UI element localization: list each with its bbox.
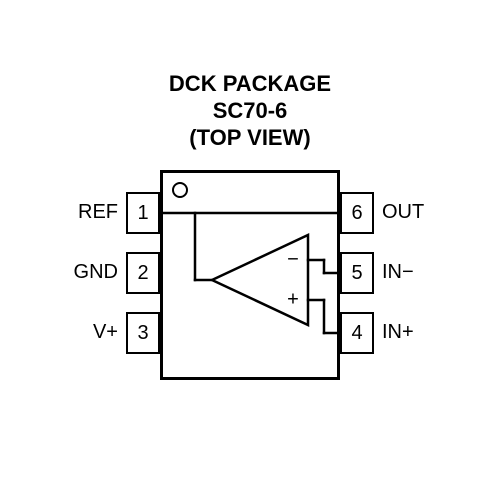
pinout-diagram: 1REF2GND3V+6OUT5IN−4IN+ −+ [0, 0, 500, 500]
svg-text:+: + [287, 288, 299, 310]
internal-schematic: −+ [0, 0, 500, 500]
svg-text:−: − [287, 248, 299, 270]
